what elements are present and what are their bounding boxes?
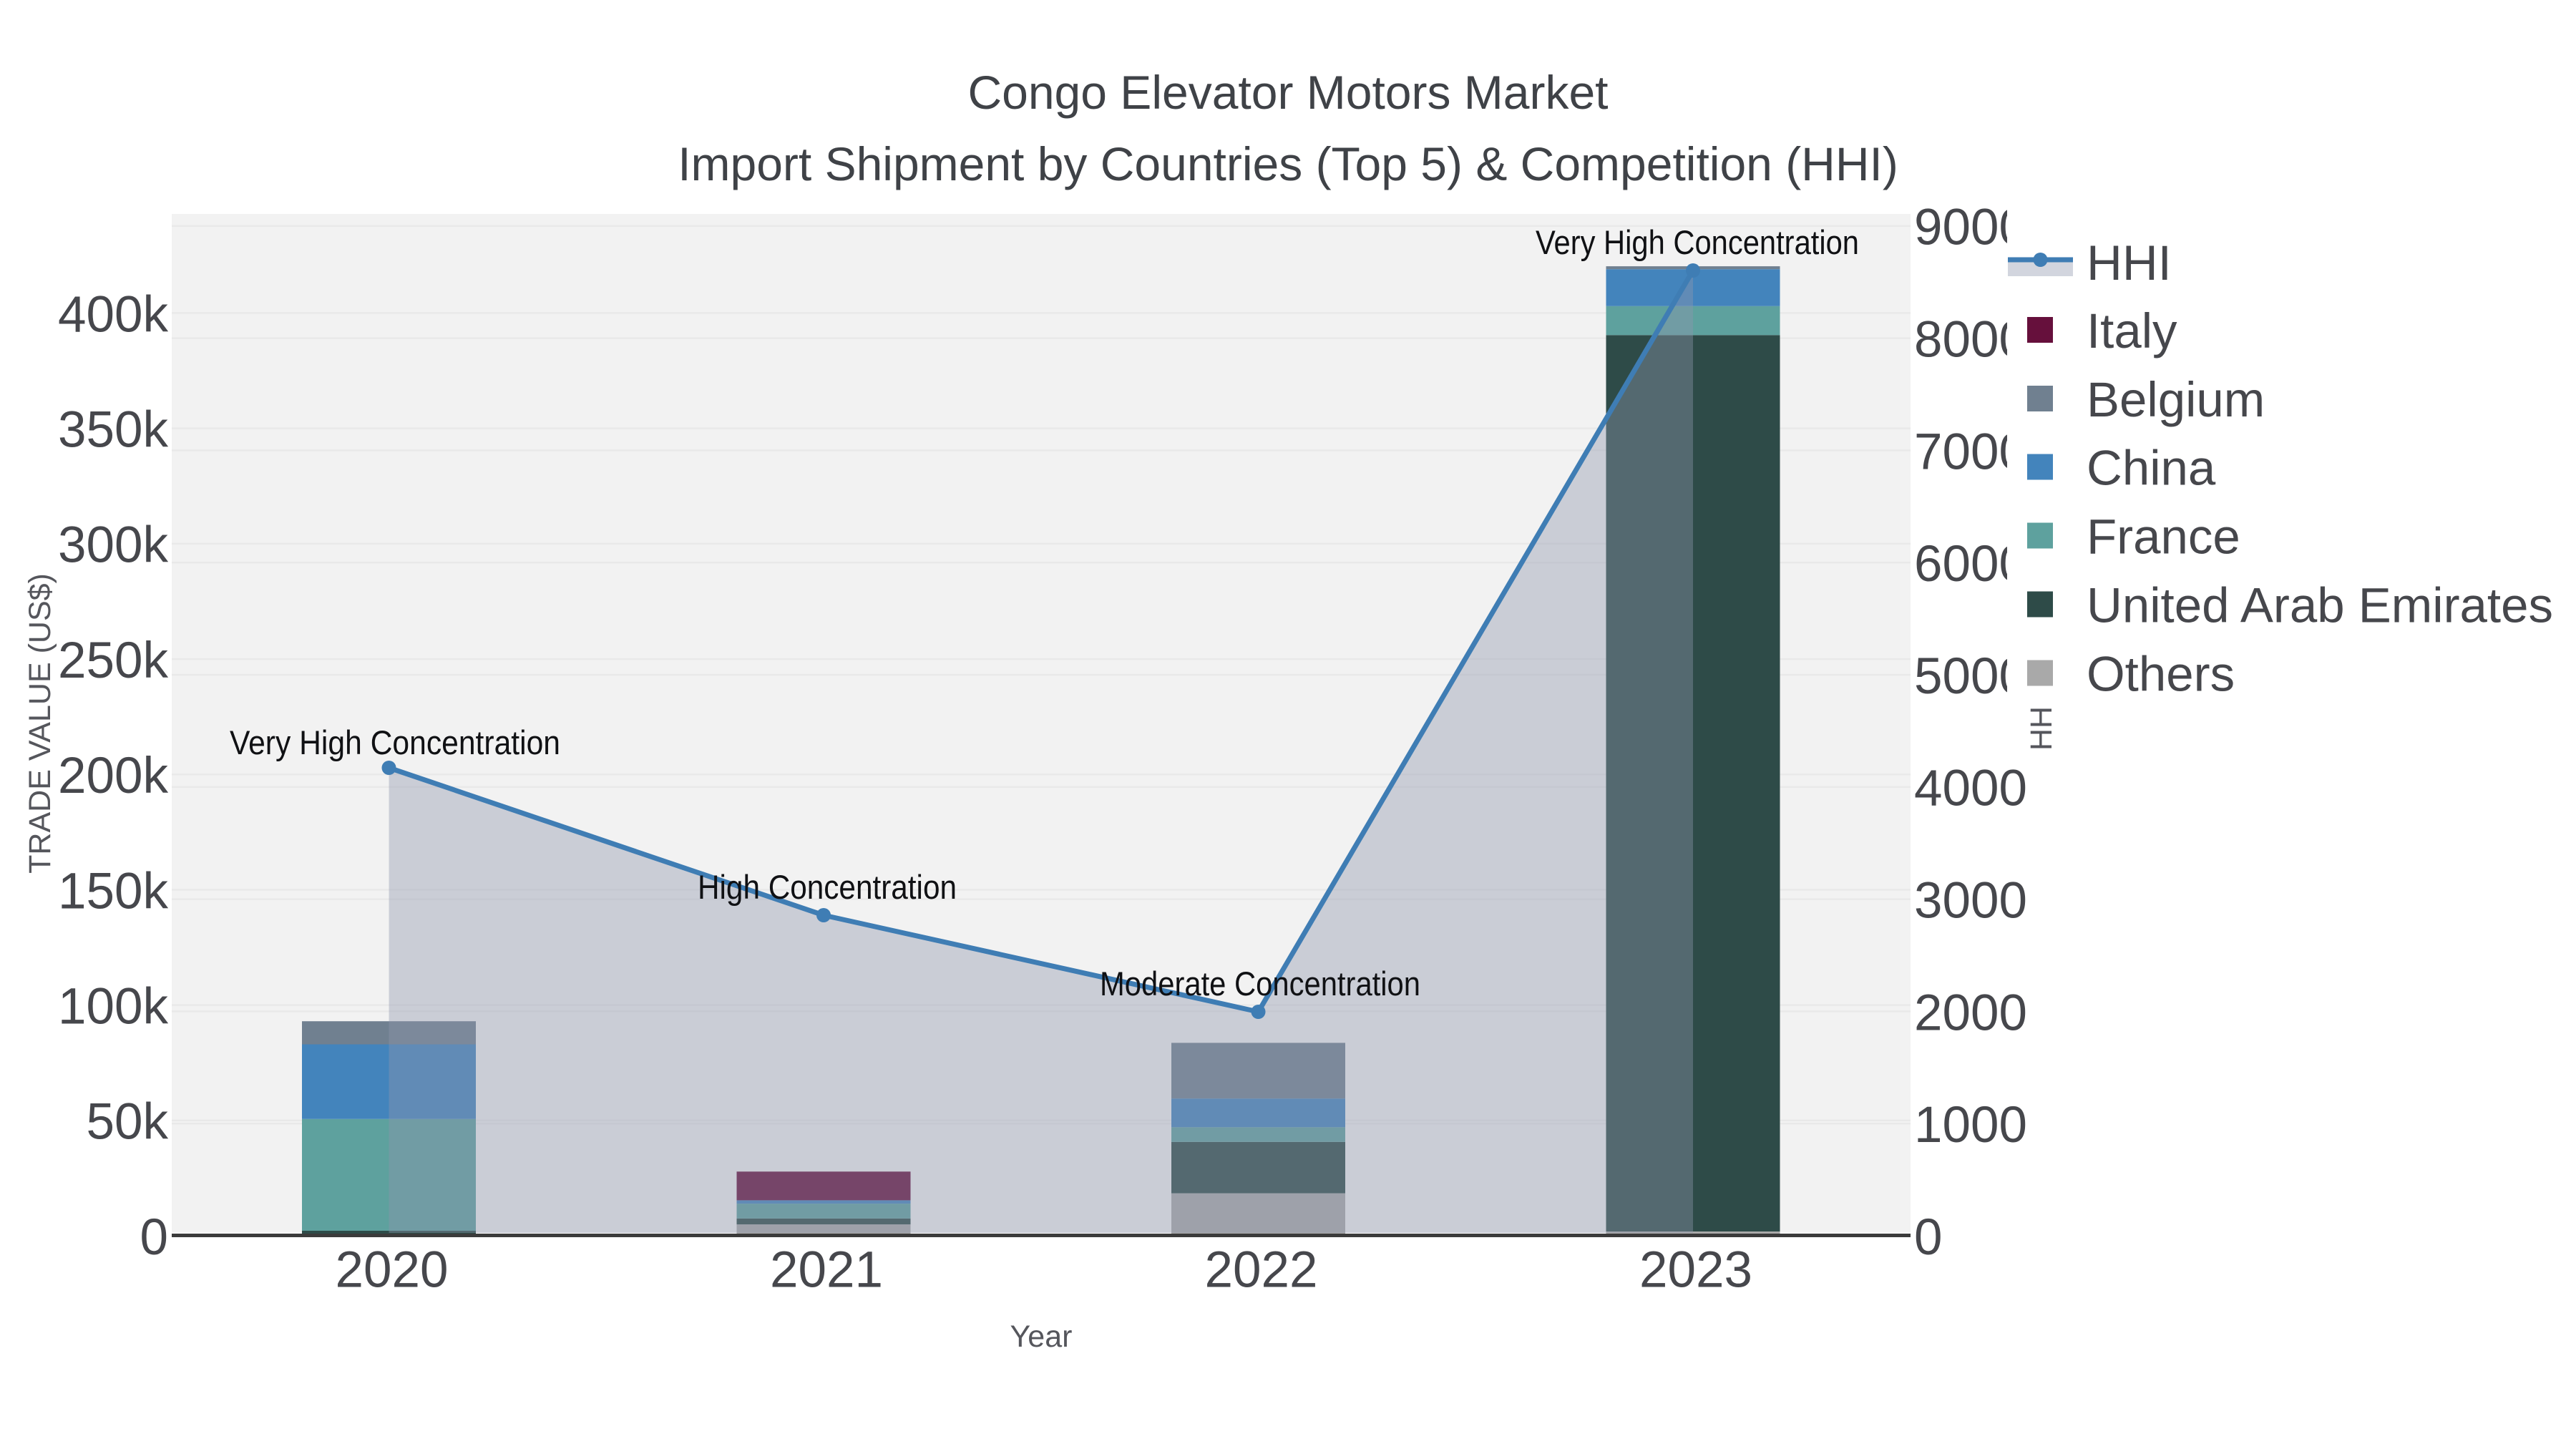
svg-text:Year: Year	[1010, 1319, 1073, 1354]
svg-text:China: China	[2087, 441, 2216, 496]
svg-text:400k: 400k	[58, 286, 168, 343]
svg-text:Italy: Italy	[2087, 303, 2177, 358]
svg-text:2023: 2023	[1639, 1242, 1752, 1299]
svg-text:HHI: HHI	[2087, 235, 2172, 291]
svg-text:250k: 250k	[58, 633, 168, 689]
svg-text:2022: 2022	[1205, 1242, 1318, 1299]
svg-text:Others: Others	[2087, 647, 2235, 702]
svg-text:France: France	[2087, 509, 2240, 565]
svg-text:2020: 2020	[336, 1242, 449, 1299]
svg-text:Congo Elevator Motors Market: Congo Elevator Motors Market	[967, 66, 1608, 119]
svg-text:Moderate Concentration: Moderate Concentration	[1100, 965, 1420, 1002]
svg-text:350k: 350k	[58, 402, 168, 459]
svg-text:2021: 2021	[770, 1242, 883, 1299]
svg-text:TRADE VALUE (US$): TRADE VALUE (US$)	[23, 573, 57, 874]
svg-text:3000: 3000	[1914, 873, 2027, 930]
svg-text:United Arab Emirates: United Arab Emirates	[2087, 578, 2553, 633]
svg-text:1000: 1000	[1914, 1097, 2027, 1153]
svg-text:200k: 200k	[58, 748, 168, 804]
svg-text:100k: 100k	[58, 979, 168, 1035]
svg-text:50k: 50k	[87, 1094, 169, 1151]
svg-text:Belgium: Belgium	[2087, 372, 2265, 427]
svg-text:0: 0	[1914, 1209, 1943, 1266]
svg-text:Import Shipment by Countries (: Import Shipment by Countries (Top 5) & C…	[678, 137, 1898, 190]
svg-text:Very High Concentration: Very High Concentration	[230, 723, 560, 761]
svg-text:0: 0	[140, 1209, 169, 1266]
svg-text:4000: 4000	[1914, 761, 2027, 817]
svg-text:300k: 300k	[58, 517, 168, 574]
svg-text:High Concentration: High Concentration	[698, 868, 957, 906]
svg-text:150k: 150k	[58, 863, 168, 919]
svg-text:Very High Concentration: Very High Concentration	[1536, 223, 1859, 261]
svg-text:2000: 2000	[1914, 985, 2027, 1041]
